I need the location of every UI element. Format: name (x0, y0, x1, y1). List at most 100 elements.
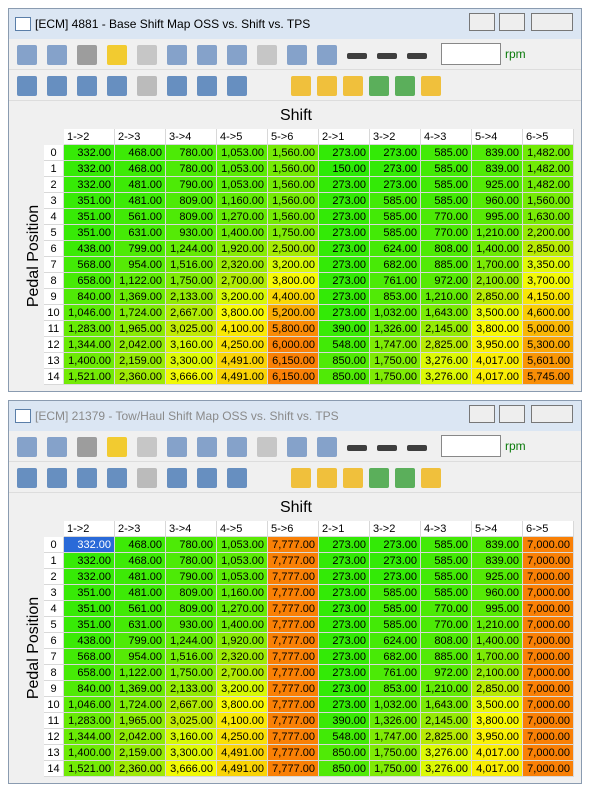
toolbar-button[interactable] (197, 437, 217, 457)
close-button[interactable] (531, 13, 573, 31)
table-cell[interactable]: 1,630.00 (523, 209, 574, 225)
table-cell[interactable]: 7,777.00 (268, 681, 319, 697)
table-cell[interactable]: 7,777.00 (268, 601, 319, 617)
table-cell[interactable]: 2,100.00 (472, 273, 523, 289)
table-cell[interactable]: 273.00 (319, 697, 370, 713)
table-cell[interactable]: 4,491.00 (217, 745, 268, 761)
table-cell[interactable]: 7,000.00 (523, 537, 574, 553)
table-cell[interactable]: 1,210.00 (421, 681, 472, 697)
table-cell[interactable]: 1,053.00 (217, 553, 268, 569)
table-cell[interactable]: 7,777.00 (268, 713, 319, 729)
table-cell[interactable]: 585.00 (370, 225, 421, 241)
table-cell[interactable]: 351.00 (64, 601, 115, 617)
table-cell[interactable]: 960.00 (472, 193, 523, 209)
table-cell[interactable]: 351.00 (64, 209, 115, 225)
table-cell[interactable]: 3,276.00 (421, 745, 472, 761)
table-cell[interactable]: 1,122.00 (115, 665, 166, 681)
table-cell[interactable]: 273.00 (319, 145, 370, 161)
table-cell[interactable]: 960.00 (472, 585, 523, 601)
table-cell[interactable]: 885.00 (421, 257, 472, 273)
table-cell[interactable]: 585.00 (370, 585, 421, 601)
table-cell[interactable]: 809.00 (166, 585, 217, 601)
table-cell[interactable]: 2,133.00 (166, 289, 217, 305)
toolbar-button[interactable] (227, 468, 247, 488)
table-cell[interactable]: 4,250.00 (217, 337, 268, 353)
table-cell[interactable]: 808.00 (421, 241, 472, 257)
table-cell[interactable]: 1,053.00 (217, 569, 268, 585)
table-cell[interactable]: 585.00 (370, 209, 421, 225)
toolbar-button[interactable] (197, 45, 217, 65)
table-cell[interactable]: 770.00 (421, 601, 472, 617)
table-cell[interactable]: 7,000.00 (523, 729, 574, 745)
toolbar-button[interactable] (137, 468, 157, 488)
table-cell[interactable]: 481.00 (115, 193, 166, 209)
toolbar-button[interactable] (77, 468, 97, 488)
table-cell[interactable]: 7,000.00 (523, 601, 574, 617)
table-cell[interactable]: 332.00 (64, 161, 115, 177)
table-cell[interactable]: 1,521.00 (64, 369, 115, 385)
table-cell[interactable]: 2,667.00 (166, 305, 217, 321)
table-cell[interactable]: 7,777.00 (268, 585, 319, 601)
table-cell[interactable]: 273.00 (319, 617, 370, 633)
table-cell[interactable]: 351.00 (64, 225, 115, 241)
table-cell[interactable]: 1,920.00 (217, 633, 268, 649)
table-cell[interactable]: 839.00 (472, 145, 523, 161)
table-cell[interactable]: 5,745.00 (523, 369, 574, 385)
toolbar-button[interactable] (17, 468, 37, 488)
table-cell[interactable]: 4,017.00 (472, 353, 523, 369)
toolbar-button[interactable] (317, 437, 337, 457)
toolbar-button[interactable] (77, 76, 97, 96)
toolbar-button[interactable] (167, 45, 187, 65)
table-cell[interactable]: 150.00 (319, 161, 370, 177)
table-cell[interactable]: 780.00 (166, 145, 217, 161)
table-cell[interactable]: 1,700.00 (472, 257, 523, 273)
table-cell[interactable]: 7,777.00 (268, 617, 319, 633)
table-cell[interactable]: 332.00 (64, 553, 115, 569)
table-cell[interactable]: 1,400.00 (472, 633, 523, 649)
table-cell[interactable]: 3,276.00 (421, 369, 472, 385)
table-cell[interactable]: 481.00 (115, 177, 166, 193)
table-cell[interactable]: 1,053.00 (217, 177, 268, 193)
table-cell[interactable]: 1,032.00 (370, 697, 421, 713)
table-cell[interactable]: 2,042.00 (115, 337, 166, 353)
table-cell[interactable]: 1,344.00 (64, 729, 115, 745)
table-cell[interactable]: 930.00 (166, 225, 217, 241)
table-cell[interactable]: 790.00 (166, 177, 217, 193)
table-cell[interactable]: 4,491.00 (217, 761, 268, 777)
table-cell[interactable]: 770.00 (421, 617, 472, 633)
toolbar-button[interactable] (77, 437, 97, 457)
table-cell[interactable]: 809.00 (166, 209, 217, 225)
table-cell[interactable]: 3,800.00 (472, 321, 523, 337)
table-cell[interactable]: 658.00 (64, 273, 115, 289)
table-cell[interactable]: 3,500.00 (472, 697, 523, 713)
table-cell[interactable]: 1,482.00 (523, 161, 574, 177)
toolbar-button[interactable] (137, 437, 157, 457)
table-cell[interactable]: 1,326.00 (370, 321, 421, 337)
table-cell[interactable]: 1,160.00 (217, 193, 268, 209)
table-cell[interactable]: 2,320.00 (217, 649, 268, 665)
table-cell[interactable]: 568.00 (64, 649, 115, 665)
table-cell[interactable]: 7,000.00 (523, 665, 574, 681)
table-cell[interactable]: 585.00 (421, 193, 472, 209)
table-cell[interactable]: 954.00 (115, 257, 166, 273)
table-cell[interactable]: 839.00 (472, 553, 523, 569)
table-cell[interactable]: 1,369.00 (115, 289, 166, 305)
table-cell[interactable]: 925.00 (472, 177, 523, 193)
table-cell[interactable]: 3,025.00 (166, 713, 217, 729)
table-cell[interactable]: 853.00 (370, 681, 421, 697)
table-cell[interactable]: 2,200.00 (523, 225, 574, 241)
toolbar-button[interactable] (421, 468, 441, 488)
table-cell[interactable]: 3,700.00 (523, 273, 574, 289)
table-cell[interactable]: 1,724.00 (115, 305, 166, 321)
table-cell[interactable]: 568.00 (64, 257, 115, 273)
table-cell[interactable]: 1,750.00 (370, 745, 421, 761)
table-cell[interactable]: 972.00 (421, 665, 472, 681)
table-cell[interactable]: 850.00 (319, 369, 370, 385)
minimize-button[interactable] (469, 405, 495, 423)
toolbar-button[interactable] (407, 445, 427, 451)
table-cell[interactable]: 585.00 (421, 553, 472, 569)
table-cell[interactable]: 624.00 (370, 633, 421, 649)
table-cell[interactable]: 1,560.00 (268, 145, 319, 161)
table-cell[interactable]: 3,160.00 (166, 729, 217, 745)
toolbar-button[interactable] (343, 76, 363, 96)
